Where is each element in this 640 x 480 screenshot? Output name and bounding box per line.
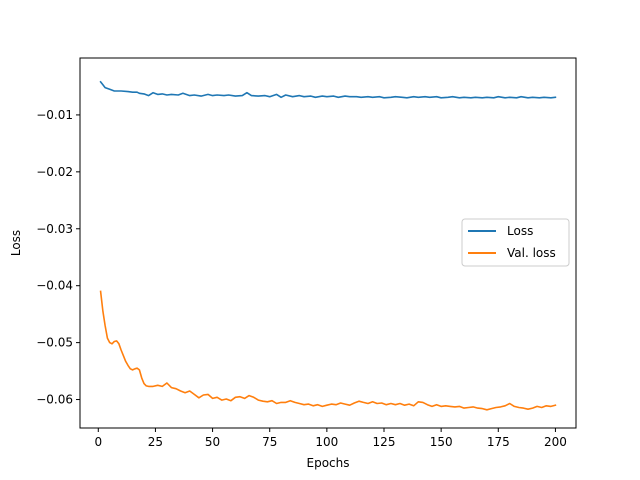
y-tick-label: −0.06 [36, 393, 73, 407]
series-line-val-loss [99, 290, 557, 411]
y-axis-label: Loss [9, 230, 23, 256]
x-axis: 0 25 50 75 100 125 150 175 200 [94, 428, 567, 449]
legend-label-loss: Loss [507, 224, 533, 238]
y-axis: −0.06 −0.05 −0.04 −0.03 −0.02 −0.01 [36, 108, 80, 407]
x-tick-label: 100 [315, 435, 338, 449]
legend-label-val-loss: Val. loss [507, 246, 556, 260]
x-tick-label: 50 [205, 435, 220, 449]
x-axis-label: Epochs [307, 456, 350, 470]
plot-area [99, 80, 557, 411]
x-tick-label: 25 [148, 435, 163, 449]
x-tick-label: 175 [487, 435, 510, 449]
x-tick-label: 75 [262, 435, 277, 449]
series-line-loss [99, 80, 557, 99]
y-tick-label: −0.03 [36, 222, 73, 236]
y-tick-label: −0.01 [36, 108, 73, 122]
y-tick-label: −0.02 [36, 165, 73, 179]
y-tick-label: −0.05 [36, 336, 73, 350]
x-tick-label: 125 [373, 435, 396, 449]
legend: Loss Val. loss [461, 218, 570, 267]
y-tick-label: −0.04 [36, 279, 73, 293]
x-tick-label: 0 [94, 435, 102, 449]
x-tick-label: 150 [430, 435, 453, 449]
x-tick-label: 200 [544, 435, 567, 449]
axes-frame [79, 57, 577, 429]
